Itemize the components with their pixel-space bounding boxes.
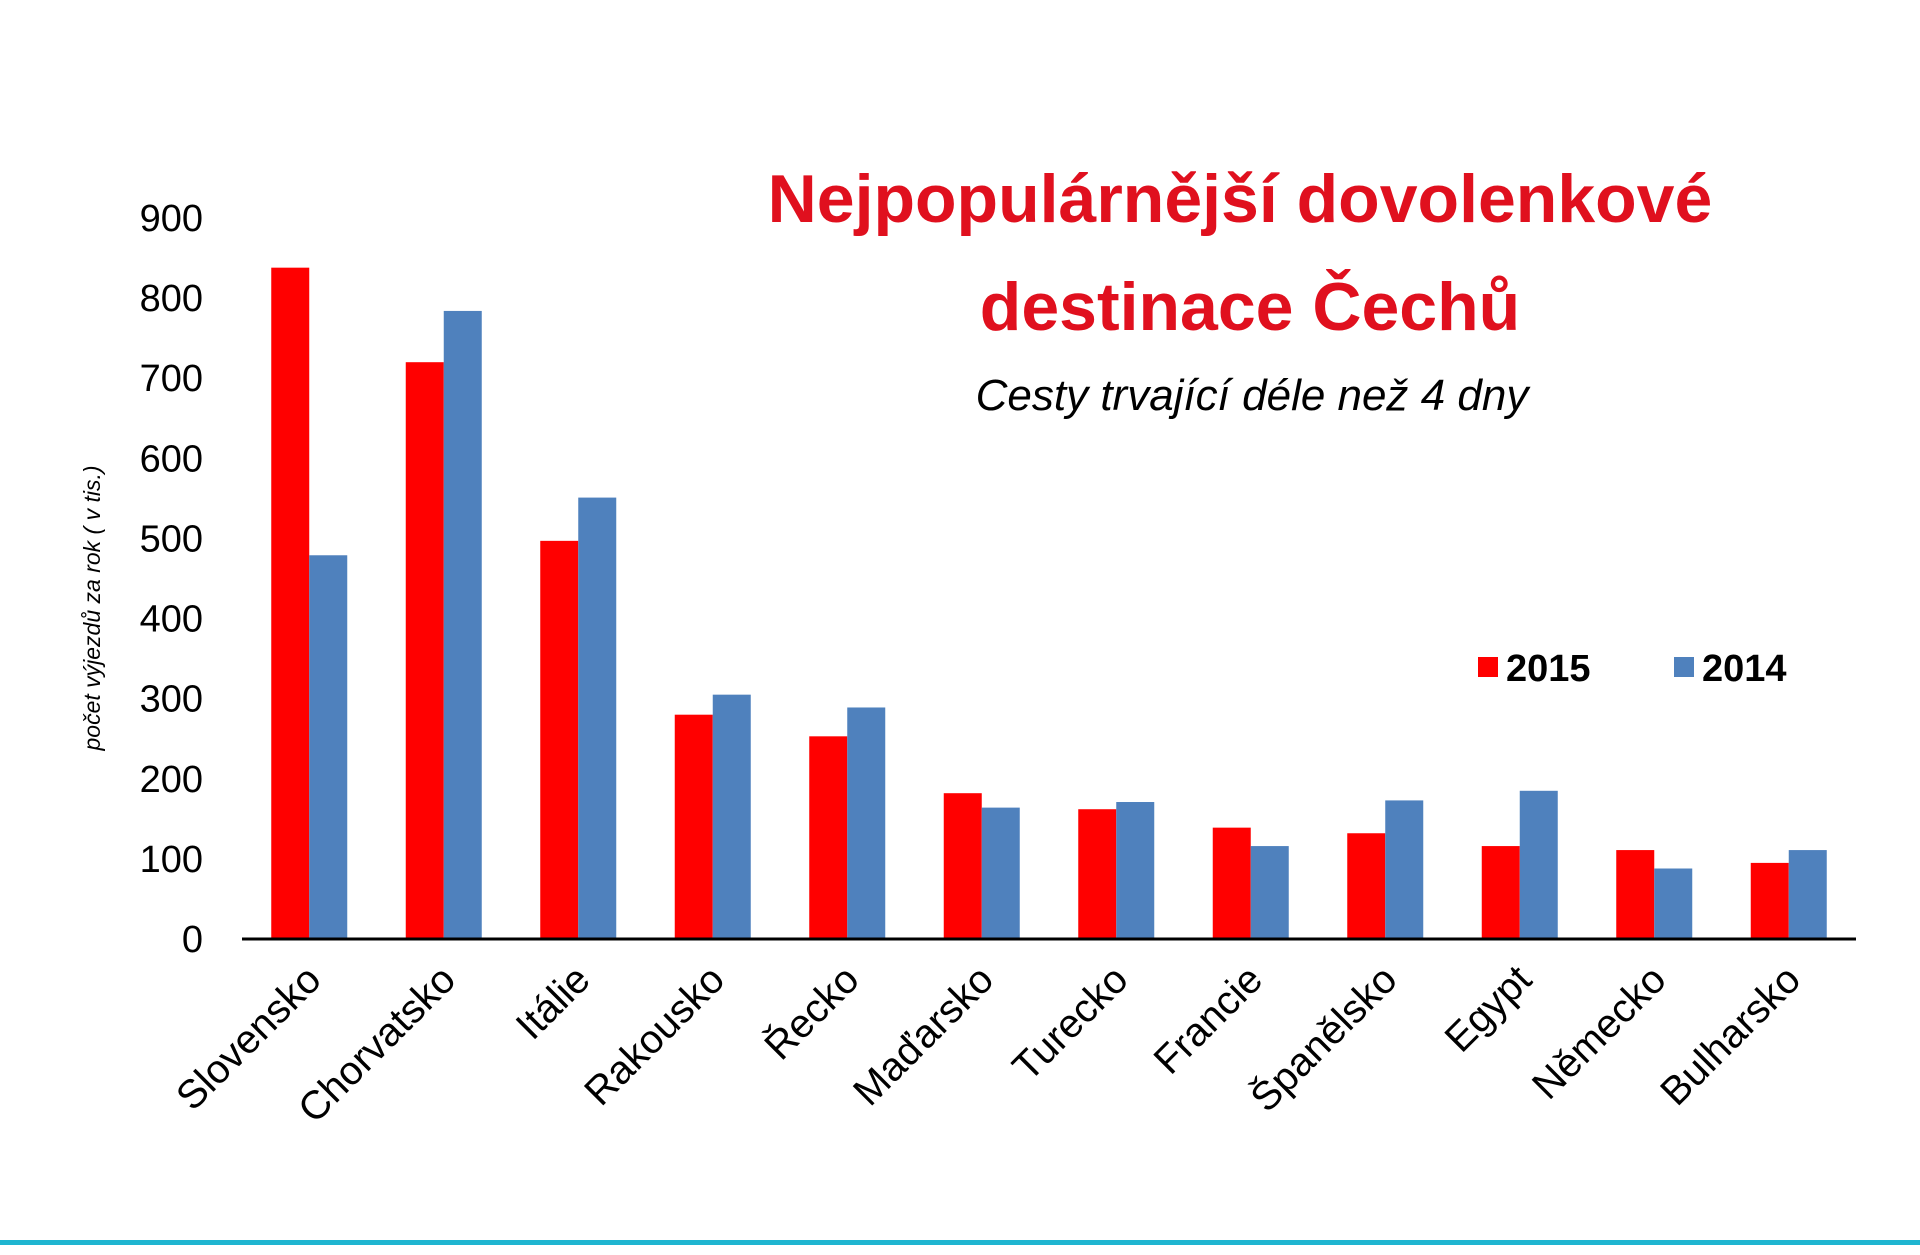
chart-subtitle: Cesty trvající déle než 4 dny bbox=[976, 371, 1532, 420]
y-tick-label: 0 bbox=[182, 919, 203, 961]
legend-item-2015: 2015 bbox=[1478, 648, 1591, 690]
bar-2015-slovensko bbox=[271, 267, 310, 939]
bar-2014-bulharsko bbox=[1788, 850, 1827, 939]
bar-2014-španělsko bbox=[1385, 800, 1424, 939]
y-tick-label: 200 bbox=[140, 759, 203, 801]
chart-title-line-1: Nejpopulárnější dovolenkové bbox=[768, 161, 1713, 237]
legend-swatch-2015 bbox=[1478, 657, 1498, 677]
x-tick-label: Egypt bbox=[1437, 957, 1540, 1060]
y-axis-label: počet výjezdů za rok ( v tis.) bbox=[79, 465, 105, 751]
legend-swatch-2014 bbox=[1674, 657, 1694, 677]
bar-2015-bulharsko bbox=[1750, 862, 1789, 939]
y-tick-label: 600 bbox=[140, 438, 203, 480]
bar-2014-itálie bbox=[578, 497, 617, 939]
y-tick-label: 300 bbox=[140, 679, 203, 721]
bar-2014-německo bbox=[1654, 868, 1693, 939]
legend: 2015 2014 bbox=[1478, 648, 1787, 690]
y-tick-label: 700 bbox=[140, 358, 203, 400]
bar-2015-francie bbox=[1212, 827, 1251, 939]
bar-2014-turecko bbox=[1116, 802, 1155, 939]
bar-2014-chorvatsko bbox=[443, 310, 482, 939]
y-tick-label: 900 bbox=[140, 198, 203, 240]
legend-label-2015: 2015 bbox=[1506, 648, 1591, 690]
x-tick-label: Maďarsko bbox=[845, 957, 1002, 1114]
bar-2015-maďarsko bbox=[943, 793, 982, 939]
bar-2015-řecko bbox=[809, 736, 848, 939]
x-tick-label: Španělsko bbox=[1242, 957, 1406, 1121]
x-tick-label: Bulharsko bbox=[1652, 957, 1809, 1114]
bar-2015-německo bbox=[1616, 850, 1655, 939]
bar-2015-chorvatsko bbox=[405, 362, 444, 939]
chart-title-line-2: destinace Čechů bbox=[980, 268, 1520, 345]
bars-layer bbox=[271, 267, 1827, 939]
bar-2015-španělsko bbox=[1347, 833, 1386, 939]
y-axis-ticks: 0 100 200 300 400 500 600 700 800 900 bbox=[140, 198, 203, 961]
bar-2015-itálie bbox=[540, 540, 579, 939]
legend-label-2014: 2014 bbox=[1702, 648, 1787, 690]
y-tick-label: 800 bbox=[140, 278, 203, 320]
x-tick-label: Německo bbox=[1524, 957, 1675, 1108]
y-tick-label: 100 bbox=[140, 839, 203, 881]
y-tick-label: 500 bbox=[140, 518, 203, 560]
x-tick-label: Itálie bbox=[508, 957, 599, 1048]
bar-2014-rakousko bbox=[712, 694, 751, 939]
bar-2015-egypt bbox=[1481, 846, 1520, 939]
x-tick-label: Francie bbox=[1146, 957, 1271, 1082]
y-tick-label: 400 bbox=[140, 599, 203, 641]
bar-2015-turecko bbox=[1078, 809, 1117, 939]
bar-2014-francie bbox=[1250, 846, 1289, 939]
x-tick-label: Rakousko bbox=[576, 957, 733, 1114]
bar-2015-rakousko bbox=[674, 714, 713, 939]
bar-2014-maďarsko bbox=[981, 807, 1020, 939]
x-tick-label: Řecko bbox=[756, 957, 868, 1069]
bottom-rule bbox=[0, 1240, 1920, 1245]
legend-item-2014: 2014 bbox=[1674, 648, 1787, 690]
bar-2014-řecko bbox=[847, 707, 886, 939]
bar-2014-egypt bbox=[1519, 790, 1558, 939]
x-tick-label: Turecko bbox=[1004, 957, 1136, 1089]
bar-2014-slovensko bbox=[309, 555, 348, 939]
